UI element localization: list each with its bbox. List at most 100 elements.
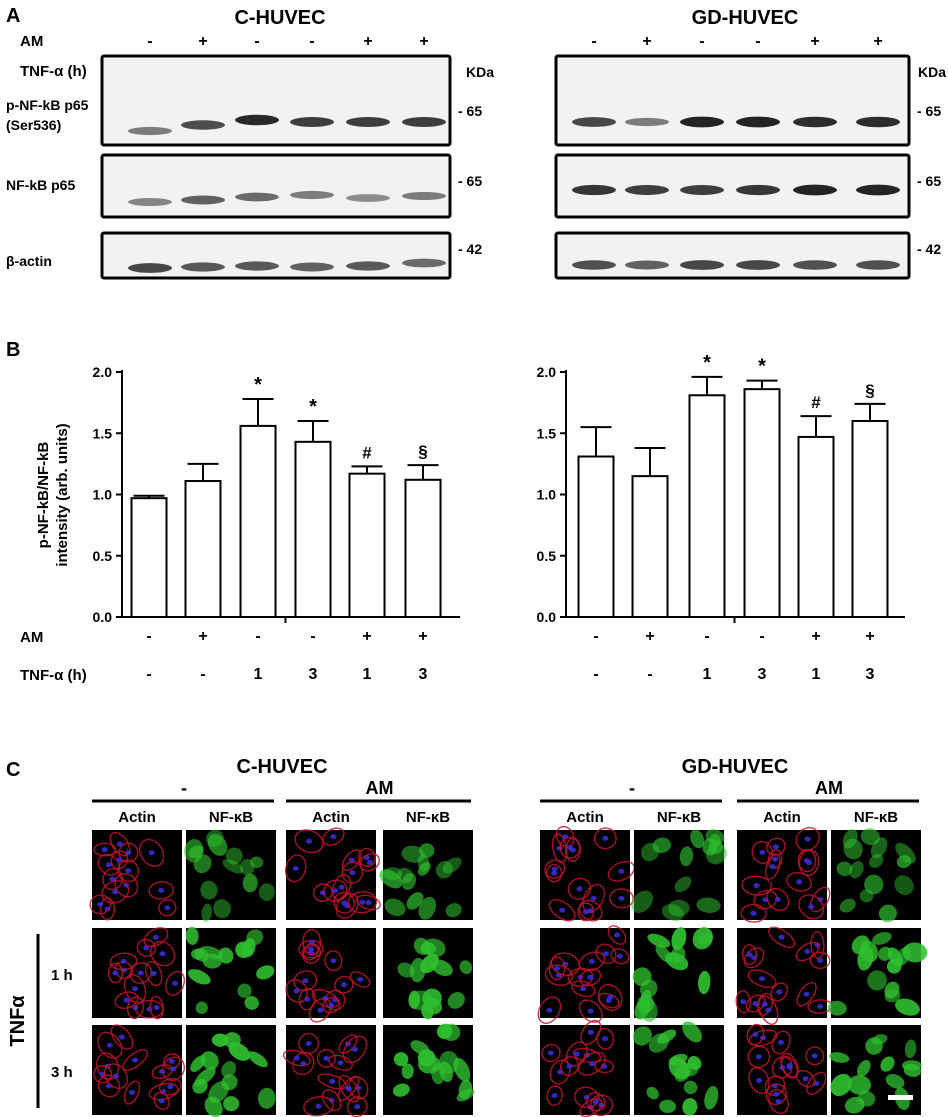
nfkb-cell [242,938,256,958]
nucleus [148,850,155,856]
nfkb-cell [704,1086,719,1110]
nucleus [778,934,785,940]
nucleus [775,1099,782,1105]
band [181,262,225,272]
nfkb-cell [242,873,258,893]
nfkb-cell [634,999,650,1020]
nucleus [618,895,625,901]
nfkb-micrograph [383,1023,475,1115]
nucleus [773,1091,780,1097]
nfkb-micrograph [631,829,727,922]
blot-label: p-NF-kB p65 [6,97,89,113]
nfkb-micrograph [379,830,473,920]
condition-label: - [181,778,187,798]
actin-cell [746,1023,765,1046]
nfkb-cell [258,883,275,902]
nucleus [172,980,179,986]
kda-marker: - 42 [917,241,941,257]
nfkb-cell [459,960,473,975]
y-tick-label: 1.5 [537,425,557,441]
actin-cell [143,927,169,948]
panel-letter: C [6,759,20,781]
nucleus [365,900,372,906]
nfkb-cell [860,828,881,846]
nfkb-cell [401,1063,414,1080]
nfkb-cell [692,927,713,950]
nucleus [317,1007,324,1013]
actin-cell [349,971,371,988]
am-value: + [362,628,371,645]
nucleus [337,1060,344,1066]
am-value: + [811,628,820,645]
y-tick-label: 0.0 [93,609,113,625]
nfkb-cell [864,874,884,895]
actin-cell [735,990,751,1014]
nfkb-cell [836,861,853,877]
band [290,262,334,272]
actin-cell [743,947,765,969]
actin-cell [341,849,362,871]
tnf-value: 3 [309,666,318,683]
nucleus [120,958,127,964]
nfkb-cell [639,979,658,999]
band [793,184,837,196]
nucleus [359,899,366,905]
nucleus [116,857,123,863]
am-value: - [255,628,260,645]
nfkb-cell [859,889,874,903]
nucleus [588,959,595,965]
actin-cell [795,827,821,851]
actin-cell [96,1052,119,1081]
nucleus [97,901,104,907]
nfkb-cell [683,1063,699,1077]
nfkb-cell [631,890,653,913]
am-value: - [147,33,152,50]
actin-cell [544,859,566,879]
nucleus [329,1078,336,1084]
band [680,116,724,128]
nucleus [159,951,166,957]
nfkb-cell [870,837,888,859]
nfkb-cell [218,947,234,964]
nfkb-cell [865,1037,883,1055]
nfkb-cell [393,1052,409,1067]
y-tick-label: 2.0 [537,364,557,380]
nfkb-cell [200,880,218,900]
actin-cell [284,854,307,883]
nucleus [170,1066,177,1072]
nucleus [559,907,566,913]
band [128,263,172,273]
nfkb-cell [661,904,685,922]
nucleus [752,1032,759,1038]
bar [348,472,386,618]
nucleus [112,1073,119,1079]
am-value: + [642,33,651,50]
nucleus [580,986,587,992]
bar [631,475,669,618]
nucleus [802,1076,809,1082]
nucleus [776,989,783,995]
actin-cell [298,988,316,1011]
y-tick-label: 0.0 [537,609,557,625]
nfkb-cell [671,946,686,963]
blot-label: NF-kB p65 [6,177,75,193]
bar [239,424,277,618]
nucleus [105,862,112,868]
actin-cell [342,1035,368,1064]
am-value: - [310,628,315,645]
actin-cell [158,899,177,917]
nfkb-cell [413,937,431,955]
micrograph-background [540,1025,630,1115]
am-value: + [810,33,819,50]
nfkb-cell [195,1001,208,1015]
actin-cell [607,925,627,945]
condition-label: - [629,778,635,798]
actin-cell [798,849,820,876]
actin-micrograph [282,1025,376,1117]
actin-cell [114,873,139,898]
nfkb-cell [187,969,211,985]
actin-cell [89,894,112,915]
actin-cell [322,827,345,846]
nfkb-cell [247,1051,268,1068]
actin-cell [768,1089,789,1115]
